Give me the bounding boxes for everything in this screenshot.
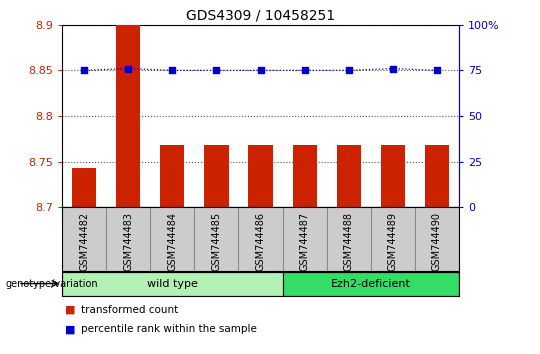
- Bar: [248, 145, 273, 207]
- Point: [345, 68, 353, 73]
- Bar: [72, 168, 96, 207]
- Point: [256, 68, 265, 73]
- Bar: [62, 272, 282, 296]
- Text: genotype/variation: genotype/variation: [5, 279, 98, 289]
- Bar: [160, 145, 185, 207]
- Text: GSM744483: GSM744483: [123, 212, 133, 271]
- Bar: [282, 272, 459, 296]
- Text: GSM744485: GSM744485: [212, 212, 221, 271]
- Point: [433, 68, 441, 73]
- Text: GSM744489: GSM744489: [388, 212, 398, 271]
- Text: percentile rank within the sample: percentile rank within the sample: [81, 324, 257, 334]
- Point: [124, 66, 133, 72]
- Text: transformed count: transformed count: [81, 305, 178, 315]
- Bar: [381, 145, 405, 207]
- Point: [80, 68, 89, 73]
- Bar: [116, 25, 140, 207]
- Bar: [293, 145, 317, 207]
- Text: GSM744487: GSM744487: [300, 212, 309, 271]
- Text: GSM744484: GSM744484: [167, 212, 177, 271]
- Text: Ezh2-deficient: Ezh2-deficient: [331, 279, 411, 289]
- Text: GSM744490: GSM744490: [432, 212, 442, 271]
- Bar: [425, 145, 449, 207]
- Point: [300, 68, 309, 73]
- Title: GDS4309 / 10458251: GDS4309 / 10458251: [186, 8, 335, 22]
- Bar: [336, 145, 361, 207]
- Text: GSM744486: GSM744486: [255, 212, 266, 271]
- Text: ■: ■: [65, 324, 75, 334]
- Text: GSM744488: GSM744488: [344, 212, 354, 271]
- Point: [388, 66, 397, 72]
- Bar: [204, 145, 228, 207]
- Point: [168, 68, 177, 73]
- Point: [212, 68, 221, 73]
- Text: GSM744482: GSM744482: [79, 212, 89, 271]
- Text: wild type: wild type: [147, 279, 198, 289]
- Text: ■: ■: [65, 305, 75, 315]
